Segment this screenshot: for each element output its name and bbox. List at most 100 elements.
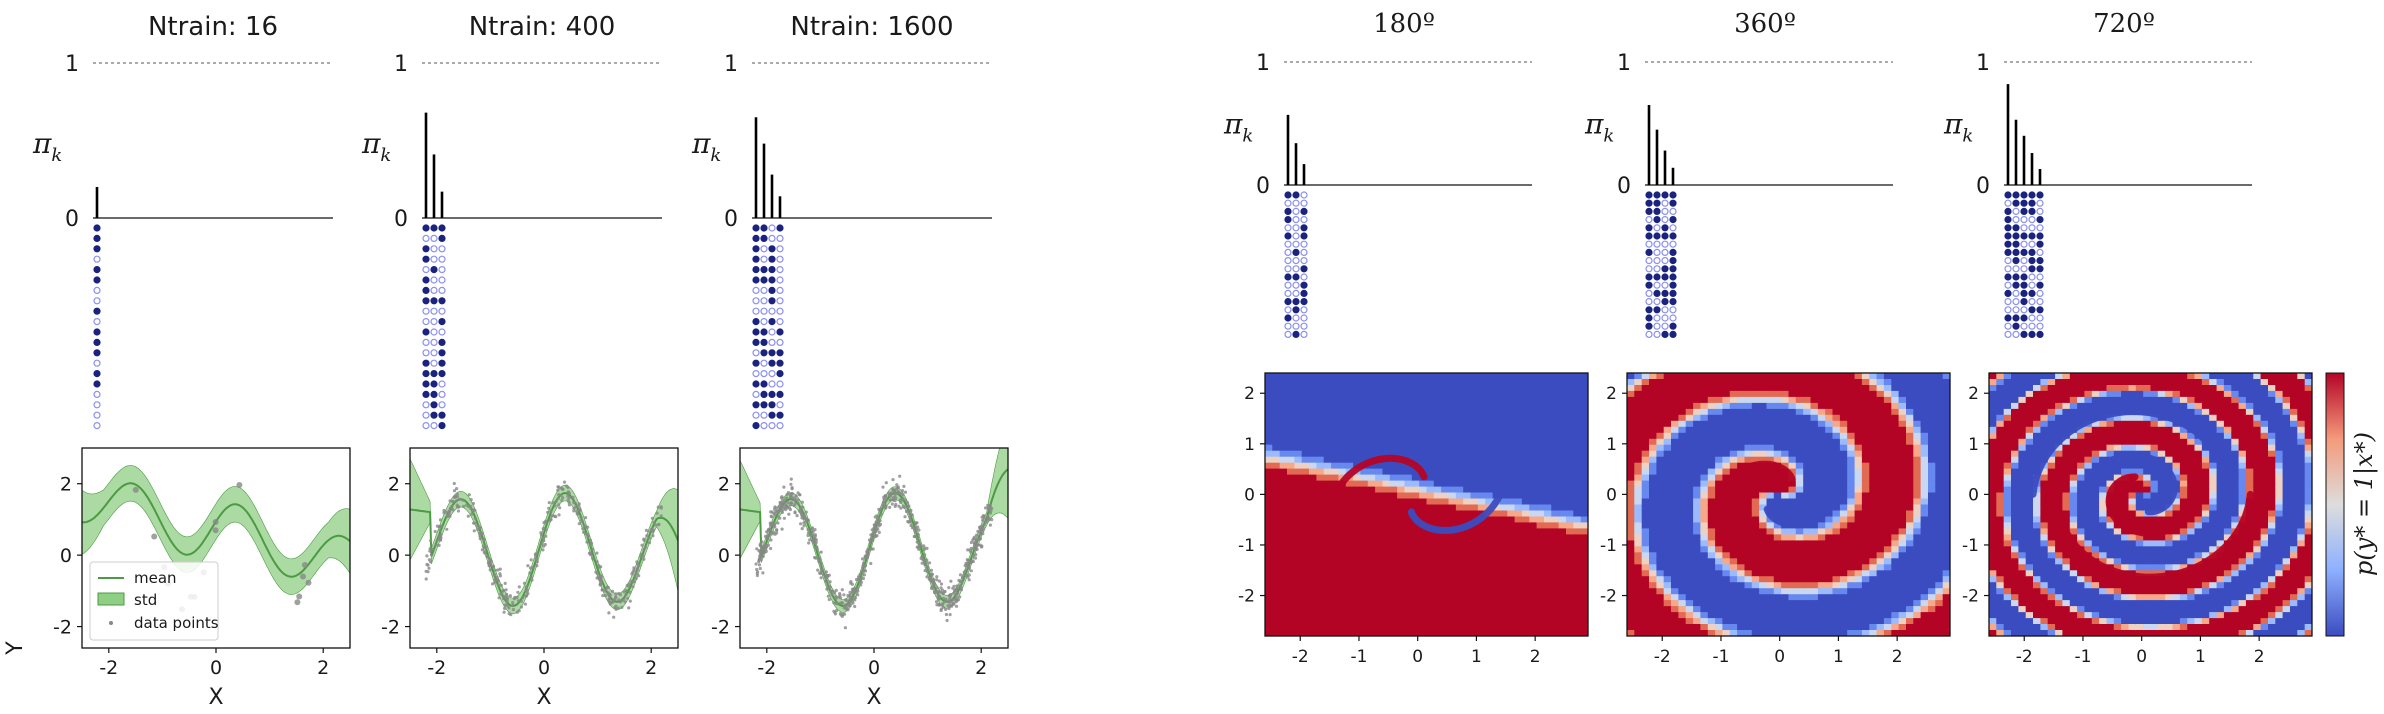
- heat-cell: [1693, 576, 1701, 583]
- heat-cell: [1382, 516, 1391, 524]
- heat-cell: [1854, 390, 1863, 398]
- data-point: [591, 547, 595, 551]
- heat-cell: [1671, 426, 1679, 434]
- heat-cell: [1382, 528, 1391, 535]
- heat-cell: [1663, 379, 1672, 386]
- heat-cell: [1817, 486, 1826, 494]
- heat-cell: [1707, 474, 1716, 482]
- heat-cell: [1521, 522, 1530, 529]
- heat-cell: [1773, 510, 1782, 518]
- heat-cell: [1663, 510, 1672, 518]
- data-point: [430, 547, 434, 552]
- heat-cell: [1678, 492, 1687, 500]
- data-point: [861, 576, 866, 581]
- data-point: [573, 501, 577, 505]
- data-point: [582, 530, 586, 534]
- heat-cell: [1411, 438, 1420, 446]
- heat-cell: [1766, 402, 1775, 410]
- heat-cell: [1751, 468, 1760, 476]
- heat-cell: [1854, 414, 1863, 422]
- heat-cell: [1294, 528, 1303, 535]
- heat-cell: [1729, 570, 1738, 577]
- heat-cell: [1810, 480, 1819, 488]
- heat-cell: [1265, 570, 1273, 577]
- heat-cell: [1404, 379, 1413, 386]
- heat-cell: [1649, 576, 1657, 583]
- heat-cell: [1773, 588, 1782, 595]
- data-point: [898, 474, 902, 478]
- heat-cell: [1781, 492, 1790, 500]
- data-point: [455, 487, 459, 491]
- heat-cell: [1463, 486, 1472, 494]
- data-point: [761, 551, 765, 555]
- heat-cell: [1448, 564, 1457, 571]
- heat-cell: [1441, 373, 1450, 380]
- mask-dot: [1645, 257, 1653, 265]
- heat-cell: [1272, 492, 1281, 500]
- heat-cell: [1521, 462, 1530, 470]
- heat-cell: [1331, 516, 1339, 524]
- heat-cell: [1389, 492, 1398, 500]
- heat-cell: [1287, 510, 1295, 518]
- heat-cell: [1788, 462, 1797, 470]
- heat-cell: [1265, 624, 1273, 631]
- heat-cell: [1331, 564, 1339, 571]
- heat-cell: [1433, 498, 1442, 506]
- data-point: [469, 498, 473, 502]
- heat-cell: [1573, 630, 1582, 636]
- mask-dot: [1653, 232, 1661, 240]
- heat-cell: [1744, 540, 1753, 547]
- heat-cell: [1426, 534, 1435, 541]
- heat-cell: [1529, 438, 1538, 446]
- heat-cell: [1529, 450, 1538, 458]
- mask-dot: [776, 234, 784, 242]
- heat-cell: [1707, 570, 1716, 577]
- ytick-label: 0: [724, 207, 738, 232]
- heat-cell: [1803, 486, 1812, 494]
- heat-cell: [1671, 570, 1679, 577]
- mask-dot: [1300, 207, 1308, 215]
- heat-cell: [1839, 390, 1848, 398]
- heat-cell: [1759, 588, 1767, 595]
- heat-cell: [1316, 474, 1325, 482]
- heat-cell: [1715, 546, 1723, 553]
- heat-cell: [1309, 379, 1317, 386]
- heat-cell: [1455, 612, 1464, 619]
- heat-cell: [1803, 444, 1812, 452]
- heat-cell: [1345, 450, 1354, 458]
- heat-cell: [1663, 570, 1672, 577]
- heat-cell: [1294, 624, 1303, 631]
- mask-dot: [1661, 330, 1669, 338]
- mask-dot: [776, 286, 784, 294]
- heat-cell: [1331, 582, 1339, 589]
- heat-cell: [1781, 396, 1790, 404]
- mask-dot: [776, 359, 784, 367]
- panel-title: 180º: [1373, 9, 1435, 39]
- data-point: [607, 611, 611, 615]
- heat-cell: [1448, 570, 1457, 577]
- heat-cell: [1656, 420, 1665, 428]
- heat-cell: [1389, 576, 1398, 583]
- heat-cell: [1309, 564, 1317, 571]
- heat-cell: [1279, 570, 1288, 577]
- heat-cell: [1839, 600, 1848, 607]
- heat-cell: [1389, 612, 1398, 619]
- heat-cell: [1627, 510, 1635, 518]
- heat-cell: [1265, 492, 1273, 500]
- mask-dot: [1669, 265, 1677, 273]
- heat-cell: [1573, 498, 1582, 506]
- heat-cell: [1316, 582, 1325, 589]
- heat-cell: [1788, 373, 1797, 380]
- heat-cell: [1345, 624, 1354, 631]
- heat-cell: [1773, 498, 1782, 506]
- heat-cell: [1766, 570, 1775, 577]
- heat-cell: [1729, 618, 1738, 625]
- heat-cell: [1810, 522, 1819, 529]
- heat-cell: [1419, 534, 1428, 541]
- heat-cell: [1338, 390, 1347, 398]
- heat-cell: [1781, 462, 1790, 470]
- heat-cell: [1294, 540, 1303, 547]
- heat-cell: [1448, 414, 1457, 422]
- heat-cell: [1729, 408, 1738, 416]
- data-point: [544, 519, 548, 523]
